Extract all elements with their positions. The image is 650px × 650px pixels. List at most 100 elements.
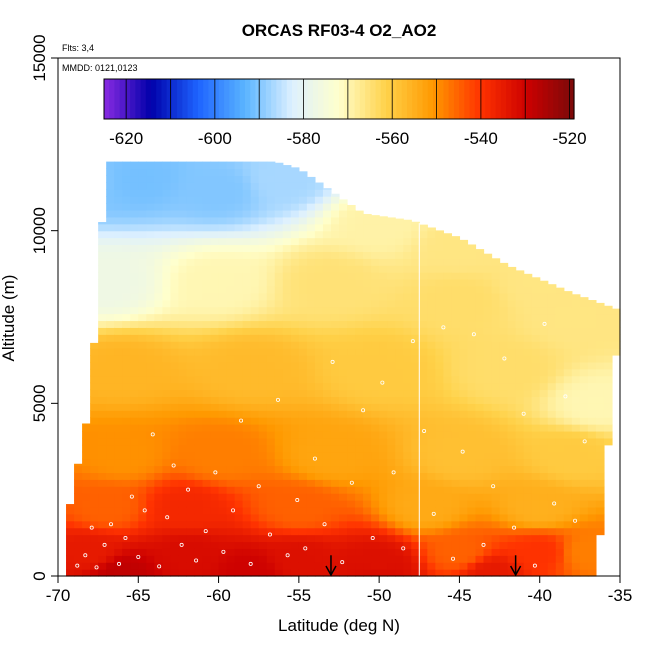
field-cell xyxy=(314,396,324,404)
field-cell xyxy=(210,209,220,218)
field-cell xyxy=(290,327,300,335)
field-cell xyxy=(146,251,155,259)
field-cell xyxy=(555,382,565,391)
field-cell xyxy=(499,548,509,556)
field-cell xyxy=(387,223,396,232)
field-cell xyxy=(587,300,597,308)
field-cell xyxy=(194,389,204,398)
field-cell xyxy=(507,569,517,577)
field-cell xyxy=(290,341,300,349)
field-cell xyxy=(419,458,428,467)
field-cell xyxy=(451,465,461,473)
field-cell xyxy=(314,555,324,563)
field-cell xyxy=(411,479,420,487)
field-cell xyxy=(379,279,388,287)
field-cell xyxy=(419,506,428,515)
field-cell xyxy=(154,306,163,315)
field-cell xyxy=(258,389,268,398)
field-cell xyxy=(587,368,597,377)
field-cell xyxy=(523,493,533,501)
field-cell xyxy=(395,472,404,480)
field-cell xyxy=(98,458,107,467)
field-cell xyxy=(82,534,91,543)
field-cell xyxy=(122,168,131,177)
field-cell xyxy=(258,209,268,218)
field-cell xyxy=(555,368,565,377)
field-cell xyxy=(290,396,300,404)
field-cell xyxy=(290,424,300,432)
field-cell xyxy=(579,506,589,515)
field-cell xyxy=(371,430,380,439)
field-cell xyxy=(178,216,188,225)
field-cell xyxy=(443,233,452,239)
field-cell xyxy=(202,389,212,398)
field-cell xyxy=(162,472,171,480)
field-cell xyxy=(90,417,99,425)
field-cell xyxy=(282,486,292,494)
field-cell xyxy=(234,244,244,252)
field-cell xyxy=(114,216,123,225)
x-tick-label: -35 xyxy=(608,586,633,605)
field-cell xyxy=(595,513,605,522)
field-cell xyxy=(306,465,316,473)
field-cell xyxy=(387,361,396,370)
field-cell xyxy=(459,279,469,287)
field-cell xyxy=(106,244,115,252)
field-cell xyxy=(258,361,268,370)
field-cell xyxy=(114,209,123,218)
field-cell xyxy=(515,334,525,342)
field-cell xyxy=(355,244,364,252)
field-cell xyxy=(130,265,139,273)
colorbar-segment xyxy=(130,79,136,119)
field-cell xyxy=(146,244,155,252)
field-cell xyxy=(210,437,220,446)
field-cell xyxy=(347,258,356,266)
field-cell xyxy=(314,306,324,315)
field-cell xyxy=(290,410,300,418)
field-cell xyxy=(483,285,493,294)
field-cell xyxy=(122,237,131,246)
field-cell xyxy=(363,348,372,356)
field-cell xyxy=(491,382,501,391)
field-cell xyxy=(347,458,356,467)
x-tick-label: -65 xyxy=(126,586,151,605)
field-cell xyxy=(363,237,372,246)
field-cell xyxy=(106,396,115,404)
field-cell xyxy=(347,237,356,246)
field-cell xyxy=(114,513,123,522)
field-cell xyxy=(314,209,324,218)
field-cell xyxy=(266,527,276,536)
field-cell xyxy=(571,341,581,349)
field-cell xyxy=(579,500,589,508)
field-cell xyxy=(387,451,396,460)
field-cell xyxy=(499,417,509,425)
field-cell xyxy=(194,479,204,487)
field-cell xyxy=(395,444,404,453)
field-cell xyxy=(106,306,115,315)
field-cell xyxy=(371,479,380,487)
field-cell xyxy=(339,430,348,439)
field-cell xyxy=(290,569,300,577)
field-cell xyxy=(314,534,324,543)
field-cell xyxy=(162,348,171,356)
field-cell xyxy=(371,527,380,536)
field-cell xyxy=(138,389,147,398)
field-cell xyxy=(274,175,284,183)
field-cell xyxy=(587,451,597,460)
field-cell xyxy=(435,258,444,266)
field-cell xyxy=(122,465,131,473)
sample-point xyxy=(512,525,517,530)
field-cell xyxy=(483,548,493,556)
field-cell xyxy=(82,527,91,536)
field-cell xyxy=(194,348,204,356)
colorbar-segment xyxy=(135,79,142,119)
flights-note: Flts: 3,4 xyxy=(62,43,94,53)
field-cell xyxy=(130,479,139,487)
field-cell xyxy=(322,451,332,460)
field-cell xyxy=(306,196,316,204)
sample-point xyxy=(231,508,236,513)
field-cell xyxy=(330,424,340,432)
field-cell xyxy=(122,548,131,556)
field-cell xyxy=(579,361,589,370)
field-cell xyxy=(523,327,533,335)
